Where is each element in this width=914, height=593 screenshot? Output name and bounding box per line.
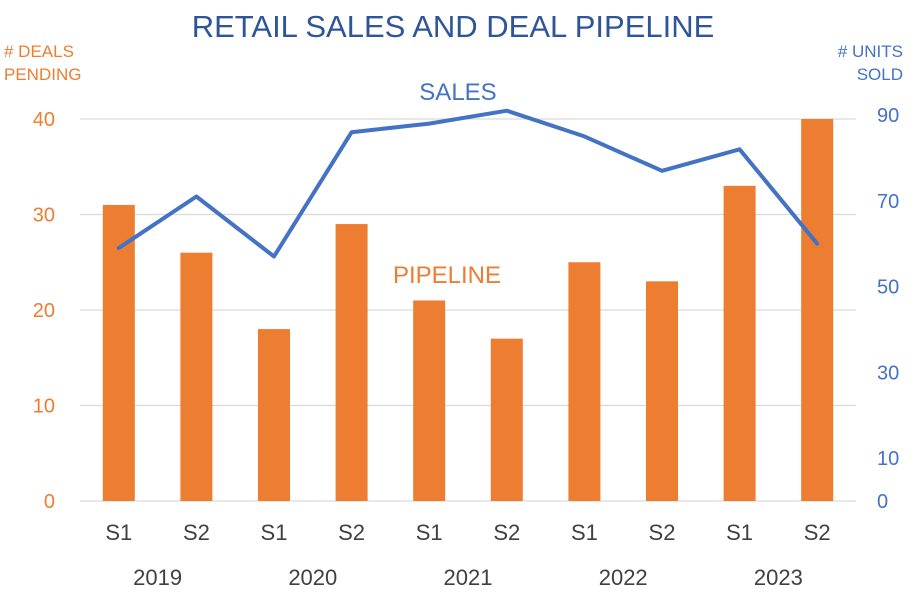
bar-0: [102, 204, 135, 501]
left-tick-20: 20: [33, 300, 55, 322]
bar-4: [413, 300, 446, 501]
year-label-2019: 2019: [133, 565, 182, 590]
left-tick-0: 0: [44, 491, 55, 513]
pipeline-bars: [102, 119, 834, 502]
category-label-5: S2: [493, 520, 520, 545]
right-tick-70: 70: [877, 191, 899, 213]
category-label-1: S2: [183, 520, 210, 545]
right-axis-title-line1: # UNITS: [838, 42, 903, 61]
left-axis-title-line1: # DEALS: [4, 42, 74, 61]
left-tick-10: 10: [33, 396, 55, 418]
category-label-3: S2: [338, 520, 365, 545]
pipeline-series-label: PIPELINE: [393, 262, 501, 289]
bar-3: [335, 224, 368, 502]
bar-8: [723, 185, 756, 501]
chart-title: RETAIL SALES AND DEAL PIPELINE: [192, 9, 715, 44]
bar-2: [258, 329, 290, 501]
bar-9: [801, 119, 834, 501]
right-tick-10: 10: [877, 448, 899, 470]
year-label-2021: 2021: [444, 565, 493, 590]
category-label-4: S1: [416, 520, 443, 545]
right-tick-90: 90: [877, 105, 899, 127]
category-label-9: S2: [804, 520, 831, 545]
right-axis-ticks: 0 10 30 50 70 90: [877, 105, 899, 513]
category-label-2: S1: [261, 520, 288, 545]
sales-series-label: SALES: [419, 79, 496, 106]
left-tick-30: 30: [33, 205, 55, 227]
year-label-2020: 2020: [288, 565, 337, 590]
x-axis-categories: S1 S2 S1 S2 S1 S2 S1 S2 S1 S2: [105, 520, 830, 545]
left-axis-ticks: 0 10 20 30 40: [33, 109, 55, 513]
sales-line-path: [116, 108, 820, 259]
right-tick-50: 50: [877, 277, 899, 299]
right-tick-0: 0: [877, 491, 888, 513]
sales-line: [116, 108, 820, 259]
right-tick-30: 30: [877, 362, 899, 384]
left-tick-40: 40: [33, 109, 55, 131]
category-label-6: S1: [571, 520, 598, 545]
bar-1: [180, 252, 213, 501]
x-axis-year-groups: 2019 2020 2021 2022 2023: [133, 565, 803, 590]
category-label-8: S1: [726, 520, 753, 545]
year-label-2023: 2023: [754, 565, 803, 590]
category-label-0: S1: [105, 520, 132, 545]
bar-5: [490, 338, 523, 501]
category-label-7: S2: [649, 520, 676, 545]
bar-6: [568, 262, 601, 501]
bar-7: [646, 281, 678, 501]
year-label-2022: 2022: [599, 565, 648, 590]
right-axis-title-line2: SOLD: [857, 65, 903, 84]
left-axis-title-line2: PENDING: [4, 65, 81, 84]
